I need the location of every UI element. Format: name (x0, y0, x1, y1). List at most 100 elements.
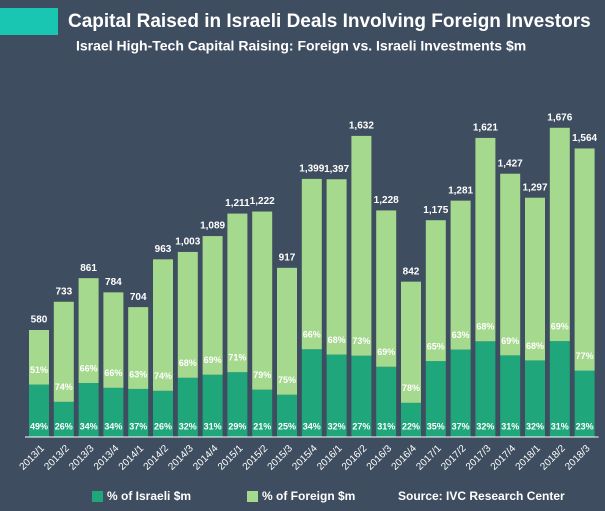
legend-swatch (247, 491, 258, 502)
segment-label: 68% (476, 322, 494, 332)
segment-label: 22% (402, 421, 420, 431)
bar-segment (153, 390, 173, 437)
segment-label: 32% (526, 421, 544, 431)
bar-segment (549, 127, 570, 342)
legend-label: % of Israeli $m (107, 489, 191, 503)
segment-label: 69% (551, 322, 569, 332)
bar-segment (103, 292, 124, 388)
bar-segment (425, 361, 446, 437)
bar-segment (425, 220, 446, 362)
segment-label: 31% (551, 421, 569, 431)
segment-label: 34% (80, 421, 98, 431)
segment-label: 65% (427, 341, 445, 351)
segment-label: 35% (427, 421, 445, 431)
bar-segment (277, 394, 297, 437)
total-label: 733 (55, 286, 72, 297)
source: Source: IVC Research Center (398, 489, 565, 503)
bar-segment (78, 382, 99, 437)
segment-label: 63% (452, 330, 470, 340)
segment-label: 73% (352, 336, 370, 346)
segment-label: 49% (30, 421, 48, 431)
bar-segment (301, 178, 322, 350)
bar-segment (351, 355, 372, 437)
total-label: 784 (105, 277, 122, 288)
bar-segment (277, 267, 297, 395)
segment-label: 74% (55, 382, 73, 392)
total-label: 1,222 (250, 196, 275, 207)
total-label: 1,399 (299, 164, 324, 175)
bar-segment (500, 355, 521, 437)
bar-segment (525, 197, 545, 361)
total-label: 1,632 (349, 121, 374, 132)
segment-label: 23% (576, 421, 594, 431)
segment-label: 71% (228, 353, 246, 363)
segment-label: 63% (129, 369, 147, 379)
bar-segment (227, 213, 248, 373)
bar-segment (376, 366, 397, 437)
segment-label: 78% (402, 383, 420, 393)
bar-segment (177, 251, 198, 378)
chart-subtitle: Israel High-Tech Capital Raising: Foreig… (76, 38, 526, 54)
bar-segment (450, 349, 471, 437)
total-label: 917 (279, 252, 296, 263)
bar-segment (301, 349, 322, 437)
total-label: 1,621 (473, 123, 498, 134)
segment-label: 37% (129, 421, 147, 431)
bar-segment (227, 372, 248, 437)
segment-label: 68% (328, 335, 346, 345)
bar-segment (153, 259, 173, 391)
total-label: 842 (403, 266, 420, 277)
total-label: 1,297 (522, 182, 547, 193)
total-label: 1,427 (498, 158, 523, 169)
total-label: 1,175 (423, 205, 448, 216)
segment-label: 68% (526, 341, 544, 351)
bar-segment (401, 281, 421, 403)
bar-segment (53, 301, 74, 402)
total-label: 1,281 (448, 185, 473, 196)
bar-segment (475, 341, 496, 437)
bar-segment (128, 388, 149, 437)
segment-label: 27% (352, 421, 370, 431)
segment-label: 74% (154, 371, 172, 381)
bar-segment (177, 377, 198, 437)
segment-label: 26% (154, 421, 172, 431)
bar-segment (202, 374, 223, 437)
bar-segment (252, 389, 273, 437)
total-label: 1,089 (200, 221, 225, 232)
bar-segment (351, 135, 372, 356)
bar-segment (475, 137, 496, 342)
bar-segment (326, 179, 347, 355)
total-label: 1,228 (374, 195, 399, 206)
segment-label: 66% (303, 330, 321, 340)
bar-segment (500, 173, 521, 356)
bar-segment (78, 278, 99, 383)
total-label: 580 (31, 315, 48, 326)
total-label: 861 (80, 263, 97, 274)
segment-label: 34% (303, 421, 321, 431)
bar-segment (326, 354, 347, 437)
segment-label: 77% (576, 351, 594, 361)
bar-segment (29, 329, 49, 385)
bar-segment (202, 236, 223, 375)
segment-label: 69% (204, 355, 222, 365)
segment-label: 69% (377, 347, 395, 357)
bar-segment (128, 307, 149, 389)
segment-label: 21% (253, 421, 271, 431)
total-label: 1,564 (572, 133, 597, 144)
bar-segment (376, 210, 397, 367)
segment-label: 26% (55, 421, 73, 431)
total-label: 1,211 (225, 198, 250, 209)
bar-segment (401, 402, 421, 437)
segment-label: 31% (501, 421, 519, 431)
segment-label: 34% (104, 421, 122, 431)
segment-label: 29% (228, 421, 246, 431)
chart-title: Capital Raised in Israeli Deals Involvin… (68, 11, 591, 32)
bar-segment (450, 200, 471, 350)
segment-label: 25% (278, 421, 296, 431)
segment-label: 68% (179, 358, 197, 368)
bar-segment (103, 387, 124, 437)
title-accent (0, 8, 58, 35)
segment-label: 75% (278, 375, 296, 385)
bar-segment (574, 148, 595, 371)
